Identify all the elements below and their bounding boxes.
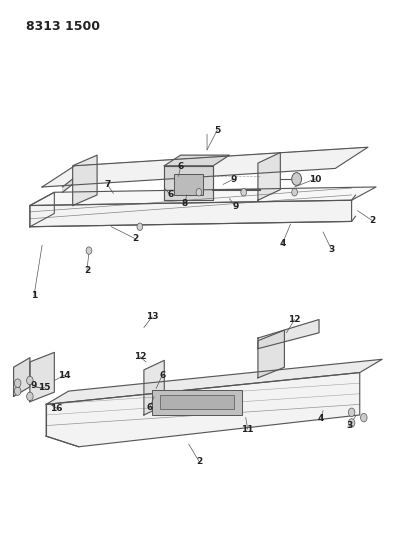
Text: 3: 3 [327, 245, 334, 254]
Text: 2: 2 [83, 266, 90, 275]
Polygon shape [257, 330, 284, 378]
Text: 7: 7 [104, 180, 110, 189]
Text: 1: 1 [31, 291, 37, 300]
Circle shape [291, 189, 297, 196]
Text: 3: 3 [346, 421, 352, 430]
Text: 4: 4 [317, 414, 324, 423]
Polygon shape [30, 200, 351, 227]
Text: 9: 9 [230, 174, 236, 183]
Polygon shape [72, 155, 97, 206]
Text: 15: 15 [38, 383, 50, 392]
Polygon shape [62, 179, 72, 192]
Text: 16: 16 [50, 403, 63, 413]
Circle shape [14, 387, 21, 395]
Circle shape [27, 392, 33, 401]
Text: 8313 1500: 8313 1500 [26, 20, 99, 33]
Text: 6: 6 [177, 163, 183, 171]
Text: 10: 10 [308, 174, 320, 183]
Text: 12: 12 [288, 315, 300, 324]
Polygon shape [46, 373, 359, 447]
Polygon shape [30, 352, 54, 402]
Text: 11: 11 [241, 425, 254, 434]
Circle shape [137, 223, 142, 230]
Circle shape [86, 247, 92, 254]
Bar [174, 174, 202, 195]
Bar [152, 390, 241, 415]
Polygon shape [13, 358, 30, 397]
Polygon shape [257, 319, 318, 349]
Polygon shape [30, 187, 375, 206]
Circle shape [14, 379, 21, 387]
Text: 4: 4 [279, 239, 285, 248]
Polygon shape [46, 359, 381, 405]
Polygon shape [164, 155, 229, 166]
Text: 8: 8 [181, 199, 187, 208]
Text: 5: 5 [213, 126, 220, 135]
Text: 6: 6 [159, 370, 165, 379]
Circle shape [196, 189, 201, 196]
Text: 6: 6 [146, 402, 153, 411]
Text: 13: 13 [146, 312, 158, 321]
Polygon shape [257, 152, 280, 200]
Text: 9: 9 [232, 202, 238, 211]
Text: 2: 2 [195, 457, 202, 466]
Circle shape [348, 419, 354, 427]
Text: 9: 9 [31, 381, 37, 390]
Circle shape [291, 173, 301, 185]
Text: 12: 12 [133, 352, 146, 361]
Polygon shape [42, 147, 367, 187]
Text: 14: 14 [58, 370, 71, 379]
Polygon shape [144, 360, 164, 415]
Circle shape [240, 189, 246, 196]
Circle shape [360, 414, 366, 422]
Circle shape [348, 408, 354, 417]
Circle shape [27, 376, 33, 385]
Bar [160, 395, 233, 409]
Text: 2: 2 [368, 216, 374, 225]
Text: 6: 6 [167, 190, 173, 199]
Polygon shape [164, 166, 213, 200]
Text: 2: 2 [133, 235, 139, 244]
